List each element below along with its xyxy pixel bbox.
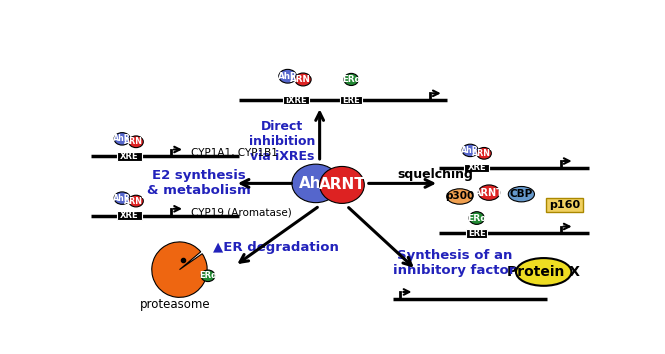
Text: Synthesis of an
inhibitory factor: Synthesis of an inhibitory factor <box>393 250 515 278</box>
Ellipse shape <box>508 187 535 202</box>
Text: ERE: ERE <box>342 96 360 105</box>
Text: CBP: CBP <box>510 189 533 199</box>
Text: ARNT: ARNT <box>289 75 317 84</box>
Text: Direct
inhibition
via iXREs: Direct inhibition via iXREs <box>249 120 315 162</box>
Ellipse shape <box>320 166 364 204</box>
Text: AhR: AhR <box>278 72 297 81</box>
Text: E2 synthesis
& metabolism: E2 synthesis & metabolism <box>147 170 251 198</box>
Text: squelching: squelching <box>398 168 473 181</box>
Text: ARNT: ARNT <box>319 177 365 193</box>
Text: AhR: AhR <box>113 135 131 143</box>
Ellipse shape <box>292 164 340 202</box>
Text: XRE: XRE <box>120 211 139 220</box>
Text: p300: p300 <box>445 192 474 201</box>
Ellipse shape <box>477 148 491 159</box>
Ellipse shape <box>129 136 144 148</box>
Ellipse shape <box>516 258 571 286</box>
Wedge shape <box>152 242 207 297</box>
Text: ERα: ERα <box>199 271 217 280</box>
FancyBboxPatch shape <box>283 96 309 104</box>
Text: AhR: AhR <box>299 176 333 191</box>
Text: ARNT: ARNT <box>474 188 504 198</box>
Ellipse shape <box>201 270 215 281</box>
Text: AhR: AhR <box>462 146 479 155</box>
Text: ERE: ERE <box>468 229 485 238</box>
FancyBboxPatch shape <box>546 198 583 212</box>
Ellipse shape <box>344 73 358 86</box>
Text: AhR: AhR <box>113 194 131 202</box>
Text: CYP19 (Aromatase): CYP19 (Aromatase) <box>191 208 292 218</box>
FancyBboxPatch shape <box>464 164 489 172</box>
Ellipse shape <box>114 133 130 145</box>
Text: XRE: XRE <box>120 152 139 161</box>
Ellipse shape <box>469 212 484 224</box>
Text: ARNT: ARNT <box>472 149 496 158</box>
Ellipse shape <box>462 144 478 156</box>
Text: p160: p160 <box>549 200 580 210</box>
Text: ERα: ERα <box>467 213 487 223</box>
Ellipse shape <box>114 192 130 204</box>
Text: CYP1A1, CYP1B1: CYP1A1, CYP1B1 <box>191 148 278 158</box>
Text: ▲ER degradation: ▲ER degradation <box>213 241 338 254</box>
Text: ARNT: ARNT <box>124 196 148 206</box>
Text: XRE: XRE <box>467 164 486 172</box>
Ellipse shape <box>447 189 473 204</box>
Ellipse shape <box>129 195 144 207</box>
FancyBboxPatch shape <box>466 229 487 238</box>
FancyBboxPatch shape <box>340 96 362 104</box>
FancyBboxPatch shape <box>117 152 142 161</box>
Ellipse shape <box>295 73 311 86</box>
Text: ERα: ERα <box>342 75 360 84</box>
Ellipse shape <box>279 69 297 83</box>
Text: Protein X: Protein X <box>507 265 580 279</box>
Text: iXRE: iXRE <box>285 96 307 105</box>
FancyBboxPatch shape <box>117 211 142 220</box>
Ellipse shape <box>478 185 500 200</box>
Text: ARNT: ARNT <box>124 137 148 146</box>
Text: proteasome: proteasome <box>140 298 211 311</box>
